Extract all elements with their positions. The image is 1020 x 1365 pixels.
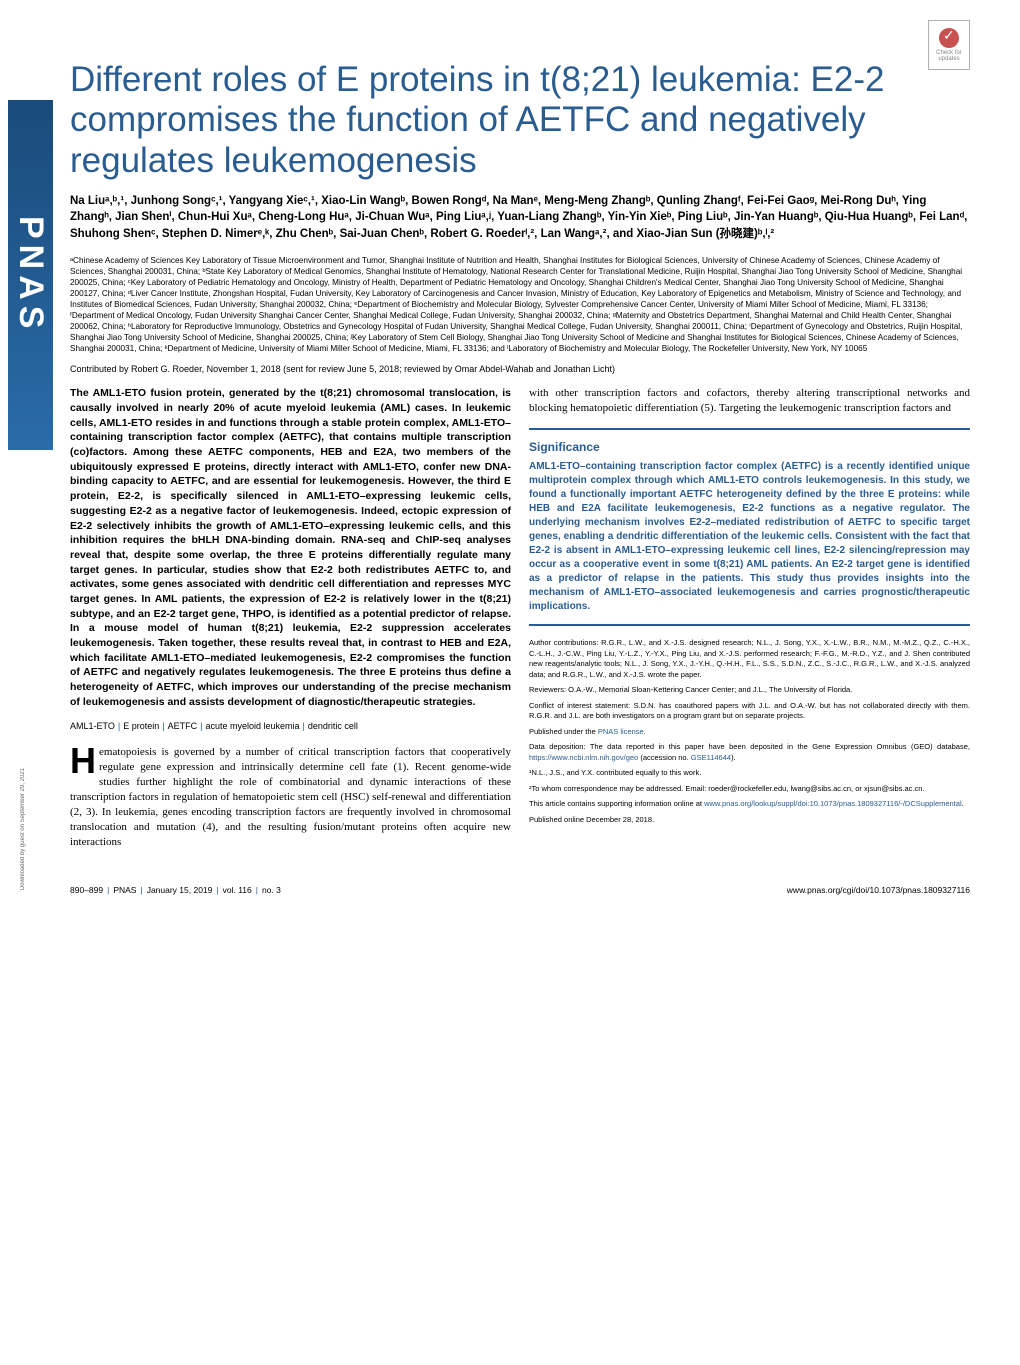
left-column: The AML1-ETO fusion protein, generated b… (70, 386, 511, 849)
abstract: The AML1-ETO fusion protein, generated b… (70, 386, 511, 709)
keyword: acute myeloid leukemia (205, 721, 299, 731)
author-contributions: Author contributions: R.G.R., L.W., and … (529, 638, 970, 680)
keyword: AETFC (168, 721, 198, 731)
significance-box: Significance AML1-ETO–containing transcr… (529, 428, 970, 626)
keyword: AML1-ETO (70, 721, 115, 731)
significance-heading: Significance (529, 440, 970, 454)
footer-left: 890–899|PNAS|January 15, 2019|vol. 116|n… (70, 885, 281, 895)
page-footer: 890–899|PNAS|January 15, 2019|vol. 116|n… (70, 879, 970, 895)
check-label-2: updates (938, 56, 959, 62)
issue-number: no. 3 (262, 885, 281, 895)
body-paragraph: ematopoiesis is governed by a number of … (70, 746, 511, 847)
reviewers: Reviewers: O.A.-W., Memorial Sloan-Kette… (529, 685, 970, 696)
license-line: Published under the PNAS license. (529, 727, 970, 738)
footer-doi: www.pnas.org/cgi/doi/10.1073/pnas.180932… (787, 885, 970, 895)
keywords: AML1-ETO|E protein|AETFC|acute myeloid l… (70, 721, 511, 731)
volume: vol. 116 (223, 885, 252, 895)
right-column: with other transcription factors and cof… (529, 386, 970, 849)
check-updates-badge[interactable]: Check for updates (928, 20, 970, 70)
article-metadata: Author contributions: R.G.R., L.W., and … (529, 638, 970, 825)
dropcap: H (70, 745, 99, 776)
issue-date: January 15, 2019 (147, 885, 213, 895)
published-online: Published online December 28, 2018. (529, 815, 970, 826)
journal-name: PNAS (113, 885, 136, 895)
article-title: Different roles of E proteins in t(8;21)… (70, 60, 970, 181)
accession-link[interactable]: GSE114644 (691, 753, 731, 762)
body-text-left: Hematopoiesis is governed by a number of… (70, 745, 511, 849)
contributed-line: Contributed by Robert G. Roeder, Novembe… (70, 364, 970, 374)
keyword: dendritic cell (308, 721, 358, 731)
affiliations: ᵃChinese Academy of Sciences Key Laborat… (70, 255, 970, 355)
pnas-license-link[interactable]: PNAS license (598, 727, 644, 736)
page-range: 890–899 (70, 885, 103, 895)
geo-link[interactable]: https://www.ncbi.nlm.nih.gov/geo (529, 753, 638, 762)
two-column-layout: The AML1-ETO fusion protein, generated b… (70, 386, 970, 849)
equal-contribution-note: ¹N.L., J.S., and Y.X. contributed equall… (529, 768, 970, 779)
body-text-right: with other transcription factors and cof… (529, 386, 970, 416)
data-deposition: Data deposition: The data reported in th… (529, 742, 970, 763)
conflict-statement: Conflict of interest statement: S.D.N. h… (529, 701, 970, 722)
supplemental-link[interactable]: www.pnas.org/lookup/suppl/doi:10.1073/pn… (704, 799, 962, 808)
significance-text: AML1-ETO–containing transcription factor… (529, 460, 970, 614)
download-note: Downloaded by guest on September 29, 202… (20, 768, 26, 890)
supplemental-line: This article contains supporting informa… (529, 799, 970, 810)
author-list: Na Liuᵃ,ᵇ,¹, Junhong Songᶜ,¹, Yangyang X… (70, 193, 970, 243)
correspondence-note: ²To whom correspondence may be addressed… (529, 784, 970, 795)
keyword: E protein (123, 721, 159, 731)
pnas-side-logo: PNAS (8, 100, 53, 450)
check-icon (939, 28, 959, 48)
